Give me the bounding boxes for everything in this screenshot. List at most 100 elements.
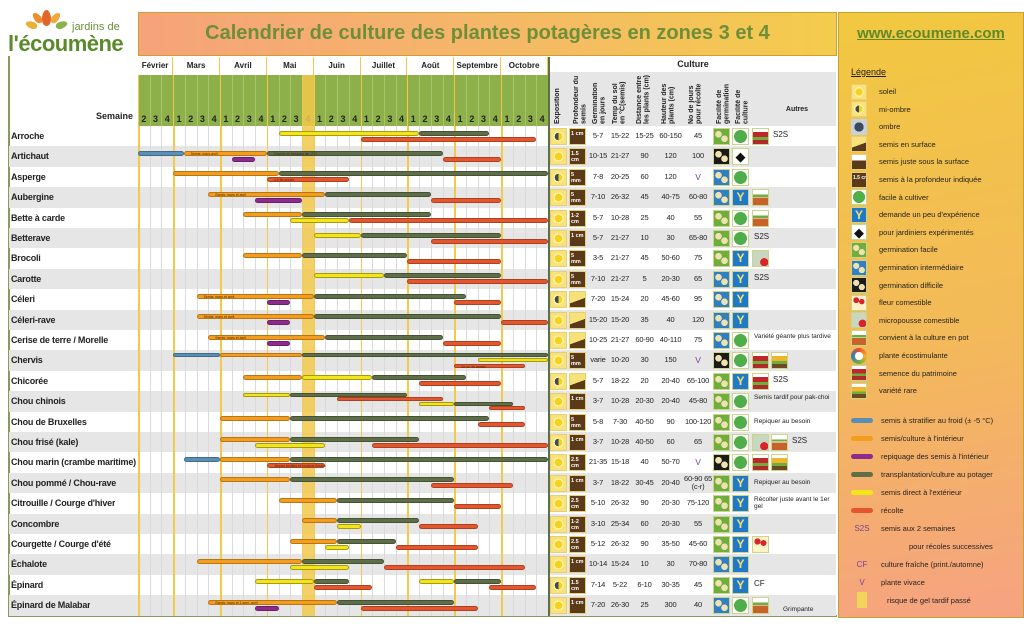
week-divider (173, 75, 175, 126)
shallow-sowing-icon (851, 153, 867, 170)
easy-germination-icon (713, 209, 730, 227)
garden-culture-bar (419, 130, 490, 136)
stratify-bar (183, 456, 220, 462)
sun-icon (550, 148, 567, 166)
half-shade-icon (550, 372, 567, 390)
days-cell: V (695, 457, 701, 468)
medium-culture-icon: Y (851, 206, 867, 223)
week-divider (231, 75, 233, 126)
legend-label: semis juste sous la surface (879, 157, 970, 167)
sowing-depth-icon: 1 cm (569, 597, 586, 615)
legend-label: germination difficile (879, 280, 944, 290)
height-cell: 35-50 (661, 539, 680, 548)
height-cell: 50-60 (661, 253, 680, 263)
plant-name: Brocoli (11, 253, 41, 264)
indoor-transplant-bar (255, 197, 302, 203)
height-cell: 40 (666, 314, 675, 324)
legend-label: culture fraîche (print./automne) (881, 559, 984, 569)
temp-cell: 10-20 (610, 355, 630, 365)
grid-line (231, 126, 233, 616)
grid-line (395, 126, 397, 616)
temp-cell: 21-27 (610, 233, 630, 242)
sun-icon (550, 495, 567, 513)
plant-name: Carotte (11, 273, 42, 284)
week-divider (266, 75, 268, 126)
garden-culture-bar (290, 477, 455, 483)
legend-label: plante écostimulante (879, 351, 948, 360)
direct-sowing-bar (255, 579, 314, 585)
half-shade-icon (851, 101, 867, 118)
legend-item: germination intermédiaire (851, 259, 964, 276)
sun-icon (550, 556, 567, 574)
height-cell: 20-30 (661, 273, 680, 283)
harvest-bar (407, 258, 502, 264)
half-shade-icon (550, 128, 567, 145)
direct-sowing-bar (278, 130, 420, 136)
legend-item: facile à cultiver (851, 189, 929, 206)
legend-label: semis en surface (879, 139, 936, 149)
easy-culture-icon (732, 168, 749, 186)
sun-icon (550, 352, 567, 370)
indoor-sowing-bar (220, 352, 302, 357)
easy-germination-icon (713, 515, 730, 533)
medium-germination-icon (713, 189, 730, 207)
days-cell: 45 (694, 131, 702, 140)
garden-culture-bar (278, 171, 548, 177)
indoor-transplant-bar (266, 340, 291, 346)
indoor-sowing-bar: Semis: mars et avril (208, 191, 326, 197)
week-divider (489, 75, 491, 126)
half-shade-icon (550, 168, 567, 186)
indoor-transplant-bar (231, 156, 256, 162)
days-cell: 100-120 (684, 416, 712, 426)
easy-germination-icon (713, 536, 730, 553)
germ-cell: 7-20 (590, 600, 606, 610)
easy-germination-icon (713, 474, 730, 492)
stratify-bar (173, 352, 220, 357)
grid-line (255, 126, 257, 616)
garden-culture-bar (313, 314, 502, 320)
easy-culture-icon (732, 434, 749, 451)
legend-item: mi-ombre (851, 101, 911, 118)
days-cell: 45-80 (688, 396, 708, 406)
harvest-bar-swatch (851, 507, 873, 513)
indoor-sowing-bar (243, 252, 302, 258)
days-cell: 40 (694, 600, 702, 610)
easy-culture-icon (732, 413, 749, 431)
month-line (501, 126, 503, 616)
indoor-sowing-bar: Semis: mars et avril (208, 334, 326, 340)
height-cell: 40 (666, 212, 675, 222)
sowing-depth-icon: 5 mm (569, 168, 586, 186)
table-row: Arroche 1 cm 5-7 15-22 15-25 60-150 45 S2S (9, 126, 836, 146)
dist-cell: 45 (640, 253, 649, 263)
tag-s2s: S2S (792, 436, 808, 445)
harvest-bar: 4 à 5e année (266, 177, 349, 183)
month-5: Juillet (361, 57, 408, 75)
frost-risk-band (302, 75, 314, 616)
plant-name: Chou marin (crambe maritime) (11, 457, 136, 468)
germ-cell: 5-7 (592, 131, 604, 140)
easy-culture-icon (851, 189, 867, 206)
days-cell: 65-80 (688, 233, 708, 242)
garden-culture-bar (290, 416, 490, 422)
harvest-bar (407, 279, 548, 285)
month-line (360, 126, 363, 616)
legend-label: demande un peu d'expérience (879, 210, 980, 220)
direct-sowing-bar (255, 442, 326, 448)
grid-line (536, 126, 538, 616)
dist-cell: 20 (640, 294, 649, 304)
legend-label: transplantation/culture au potager (881, 469, 993, 479)
garden-culture-bar (372, 375, 466, 381)
height-cell: 150 (664, 355, 677, 365)
temp-cell: 21-27 (610, 273, 630, 283)
dist-cell: 60-90 (635, 335, 654, 344)
website-link[interactable]: www.ecoumene.com (857, 25, 1005, 42)
legend-label: soleil (879, 87, 897, 96)
legend-label: semis/culture à l'intérieur (881, 433, 964, 443)
indoor-sowing-bar (243, 375, 302, 381)
month-line (266, 126, 269, 616)
plant-name: Chicorée (11, 375, 48, 386)
dist-cell: 60 (640, 171, 649, 181)
week-divider (524, 75, 526, 126)
days-cell: V (695, 355, 701, 366)
